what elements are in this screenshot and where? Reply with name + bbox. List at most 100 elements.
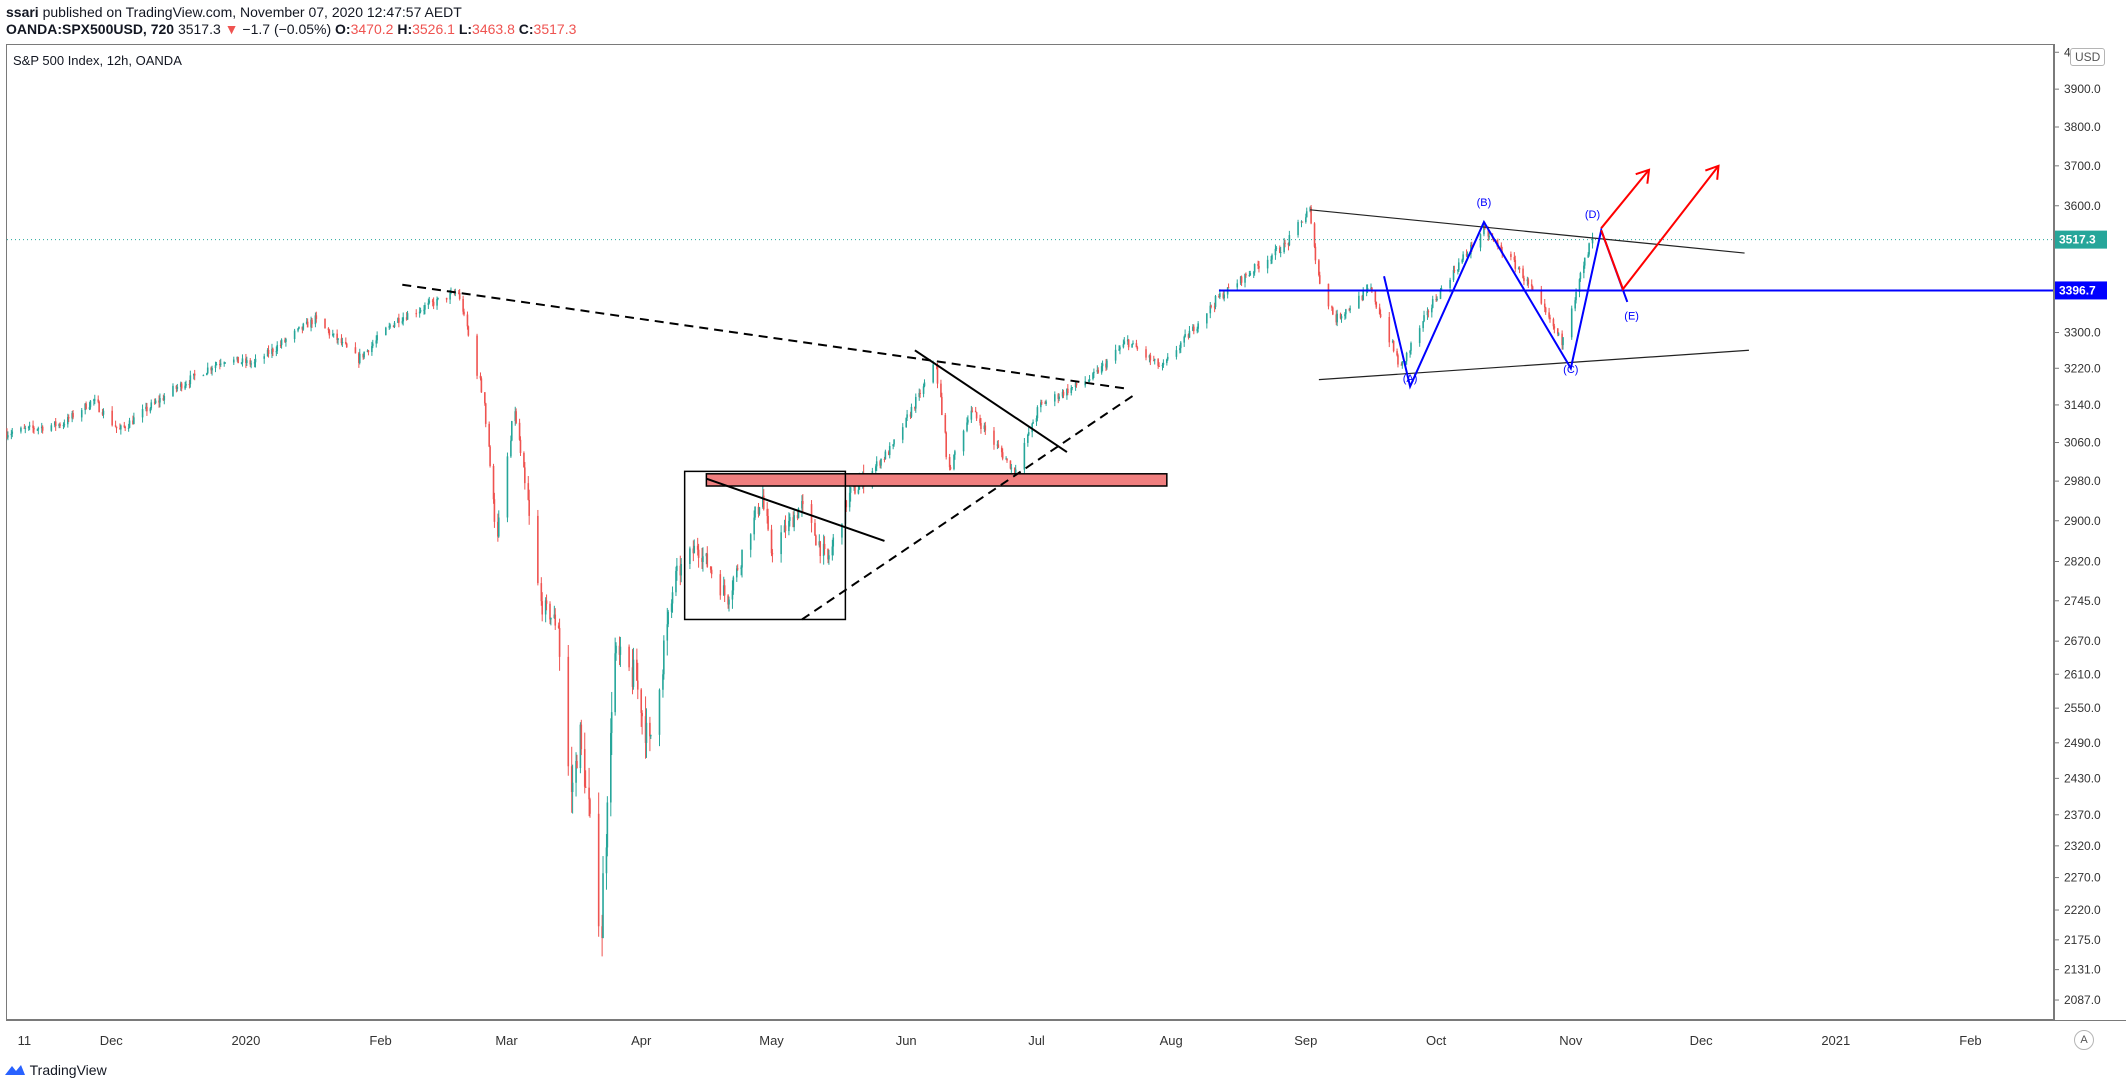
candle-body — [923, 382, 926, 387]
candle-body — [1118, 349, 1120, 351]
candle-body — [1392, 340, 1395, 352]
auto-scale-button[interactable]: A — [2074, 1030, 2094, 1050]
candle-body — [159, 398, 161, 403]
candle-body — [1236, 283, 1239, 288]
open-value: 3470.2 — [350, 21, 394, 37]
candle-body — [1570, 308, 1573, 338]
candle-body — [722, 585, 725, 596]
arrow-head-long — [1705, 164, 1720, 180]
candle-body — [762, 495, 764, 508]
price-badge — [2055, 230, 2107, 249]
candle-body — [1153, 360, 1155, 362]
candle-body — [1358, 295, 1360, 309]
candle-body — [189, 375, 192, 385]
candle-body — [67, 417, 70, 419]
candle-body — [1561, 333, 1563, 346]
candle-body — [832, 537, 835, 547]
candle-body — [98, 401, 100, 413]
candle-body — [32, 425, 34, 428]
candle-body — [389, 325, 391, 327]
candle-body — [650, 734, 652, 737]
high-value: 3526.1 — [412, 21, 455, 37]
candle-body — [1013, 467, 1016, 474]
candle-body — [497, 521, 499, 537]
candle-body — [418, 311, 421, 314]
candle-body — [293, 330, 296, 340]
candle-body — [628, 646, 630, 668]
candle-body — [841, 523, 843, 538]
candle-body — [845, 500, 848, 508]
candle-body — [689, 548, 691, 564]
candle-body — [510, 440, 512, 457]
candle-body — [1379, 313, 1382, 318]
candle-body — [1179, 342, 1182, 349]
footer-brand[interactable]: TradingView — [4, 1062, 107, 1078]
candle-body — [1166, 359, 1168, 363]
candle-body — [1449, 279, 1451, 289]
candle-body — [579, 724, 582, 769]
candle-body — [141, 409, 144, 418]
candle-body — [1114, 349, 1117, 361]
candle-body — [944, 415, 947, 433]
candle-body — [111, 410, 113, 426]
candle-body — [1518, 268, 1521, 270]
candle-body — [1240, 276, 1243, 283]
candle-body — [801, 501, 803, 509]
candle-body — [1183, 336, 1186, 343]
x-tick-label: Nov — [1559, 1033, 1583, 1048]
candle-body — [932, 364, 934, 383]
currency-button[interactable]: USD — [2070, 48, 2106, 66]
candle-body — [179, 383, 182, 387]
x-tick-label: 2021 — [1821, 1033, 1850, 1048]
candle-body — [614, 653, 616, 713]
candle-body — [415, 313, 418, 315]
candle-body — [93, 399, 95, 401]
candle-body — [328, 330, 331, 336]
open-label: O: — [335, 21, 351, 37]
candle-body — [1471, 244, 1473, 248]
candle-body — [1161, 364, 1164, 367]
candle-body — [1587, 254, 1589, 258]
candle-body — [883, 458, 886, 460]
candle-body — [89, 400, 92, 408]
candle-body — [1192, 326, 1195, 332]
candle-body — [888, 451, 890, 455]
triangle-upper-line — [1310, 209, 1745, 254]
candle-body — [336, 333, 338, 340]
candle-body — [780, 532, 782, 555]
candle-body — [1287, 243, 1290, 246]
y-tick-label: 2370.0 — [2064, 808, 2101, 822]
author-name[interactable]: ssari — [6, 4, 39, 20]
candle-body — [828, 555, 830, 560]
candle-body — [184, 385, 186, 389]
candle-body — [1122, 344, 1125, 348]
candle-body — [375, 340, 378, 344]
candle-body — [697, 549, 700, 558]
candle-body — [1479, 234, 1482, 248]
candle-body — [1418, 328, 1421, 344]
candle-body — [605, 847, 608, 874]
candle-body — [132, 420, 134, 425]
candle-body — [1288, 235, 1291, 246]
candle-body — [101, 412, 104, 415]
candle-body — [1517, 268, 1520, 270]
candle-body — [649, 722, 651, 737]
y-tick-label: 2745.0 — [2064, 594, 2101, 608]
candle-body — [432, 301, 435, 306]
candle-body — [948, 457, 951, 468]
candle-body — [1556, 328, 1559, 334]
symbol: OANDA:SPX500USD, 720 — [6, 21, 175, 37]
candle-body — [397, 318, 399, 323]
candle-body — [524, 467, 526, 484]
candle-body — [796, 515, 799, 519]
candle-body — [401, 321, 404, 323]
candle-body — [1436, 298, 1438, 301]
candle-body — [1258, 265, 1260, 269]
candle-body — [1148, 355, 1151, 358]
candle-body — [797, 508, 800, 519]
candle-body — [1131, 343, 1133, 348]
candle-body — [888, 446, 891, 455]
candle-body — [1314, 246, 1317, 261]
candle-body — [331, 334, 334, 336]
